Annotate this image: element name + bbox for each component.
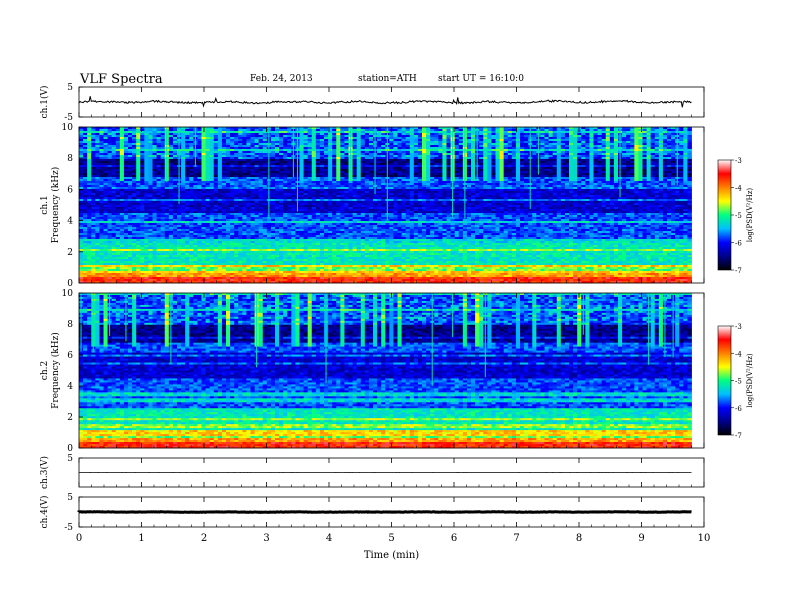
channel-label: ch.2 xyxy=(40,361,50,380)
x-tick-label: 7 xyxy=(513,533,519,544)
y-tick-label: 10 xyxy=(62,123,74,133)
y-tick-label: 4 xyxy=(67,217,73,227)
colorbar-tick-label: -3 xyxy=(735,323,742,331)
y-tick-label: 6 xyxy=(67,185,73,195)
y-tick-label: 8 xyxy=(67,320,73,330)
x-tick-label: 4 xyxy=(326,533,332,544)
y-tick-label: 5 xyxy=(67,493,73,503)
colorbar-tick-label: -3 xyxy=(735,157,742,165)
x-tick-label: 6 xyxy=(451,533,457,544)
y-tick-label: 8 xyxy=(67,154,73,164)
y-tick-label: 0 xyxy=(67,444,73,454)
colorbar-label: log(PSD(V²/Hz) xyxy=(746,353,754,408)
y-tick-label: 0 xyxy=(67,279,73,289)
y-tick-label: 10 xyxy=(62,289,74,299)
spectrogram-ch1 xyxy=(79,127,692,284)
station-label: station=ATH xyxy=(358,74,417,84)
colorbar xyxy=(717,159,732,271)
y-tick-label: -5 xyxy=(64,523,73,533)
y-tick-label: 5 xyxy=(67,83,73,93)
x-axis-label: Time (min) xyxy=(364,550,419,561)
x-tick-label: 0 xyxy=(76,533,82,544)
colorbar-tick-label: -4 xyxy=(735,350,742,358)
spectrogram-ch2 xyxy=(79,293,692,449)
colorbar xyxy=(717,325,732,436)
y-tick-label: 2 xyxy=(67,413,73,423)
y-axis-label: Frequency (kHz) xyxy=(50,167,61,244)
x-tick-label: 10 xyxy=(698,533,711,544)
colorbar-label: log(PSD(V²/Hz) xyxy=(746,188,754,243)
y-tick-label: -5 xyxy=(64,113,73,123)
colorbar-tick-label: -7 xyxy=(735,432,742,440)
y-axis-label: ch.3(V) xyxy=(39,456,50,489)
colorbar-tick-label: -6 xyxy=(735,240,742,248)
colorbar-tick-label: -4 xyxy=(735,185,742,193)
x-tick-label: 2 xyxy=(201,533,207,544)
x-tick-label: 5 xyxy=(388,533,394,544)
colorbar-tick-label: -6 xyxy=(735,405,742,413)
y-axis-label: ch.4(V) xyxy=(39,496,50,529)
y-tick-label: 4 xyxy=(67,382,73,392)
colorbar-tick-label: -5 xyxy=(735,212,742,220)
y-tick-label: 6 xyxy=(67,351,73,361)
colorbar-tick-label: -5 xyxy=(735,378,742,386)
y-tick-label: 5 xyxy=(67,454,73,464)
y-axis-label: ch.1(V) xyxy=(39,86,50,119)
colorbar-tick-label: -7 xyxy=(735,267,742,275)
x-tick-label: 8 xyxy=(576,533,582,544)
channel-label: ch.1 xyxy=(40,195,50,214)
x-tick-label: 1 xyxy=(138,533,144,544)
waveform-line-ch4 xyxy=(77,510,692,514)
x-tick-label: 3 xyxy=(263,533,269,544)
y-tick-label: 2 xyxy=(67,248,73,258)
x-tick-label: 9 xyxy=(638,533,644,544)
chart-title: VLF Spectra xyxy=(80,72,163,87)
date-label: Feb. 24, 2013 xyxy=(250,74,313,84)
start-time-label: start UT = 16:10:0 xyxy=(438,74,524,84)
y-axis-label: Frequency (kHz) xyxy=(50,332,61,409)
waveform-line-ch1 xyxy=(78,96,692,108)
